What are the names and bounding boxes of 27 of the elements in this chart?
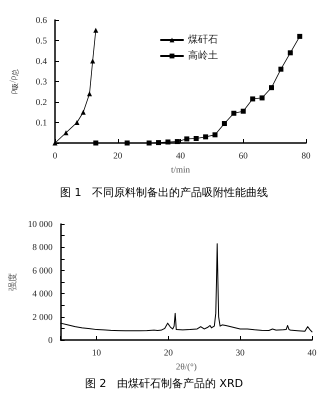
x-axis-title: t/min (170, 164, 190, 174)
y-tick-label: 2 000 (32, 312, 54, 322)
y-tick-label: 0.5 (36, 36, 48, 46)
y-tick-label: 0 (48, 335, 54, 345)
x-tick-label: 30 (236, 348, 246, 358)
y-tick-label: 0.1 (36, 118, 47, 128)
y-axis-title: 强度 (8, 273, 18, 291)
x-tick-label: 40 (176, 150, 186, 160)
legend-label: 高岭土 (188, 50, 218, 62)
y-tick-label: 0.3 (36, 76, 48, 86)
x-tick-label: 20 (113, 150, 123, 160)
y-tick-label: 8 000 (32, 242, 54, 252)
y-tick-label: 6 000 (32, 265, 54, 276)
x-tick-label: 10 (92, 348, 102, 358)
y-tick-label: 0.6 (36, 15, 48, 25)
text: 图 1 不同原料制备出的产品吸附性能曲线 (60, 186, 268, 199)
legend-label: 煤矸石 (188, 34, 218, 46)
y-tick-label: 0.4 (36, 56, 48, 66)
x-tick-label: 80 (302, 150, 311, 160)
y-tick-label: 0.2 (36, 97, 47, 107)
x-axis-title: 2θ/(°) (176, 362, 197, 372)
x-tick-label: 20 (164, 348, 174, 358)
x-tick-label: 40 (308, 348, 317, 358)
y-tick-label: 10 000 (28, 219, 54, 229)
x-tick-label: 60 (238, 150, 248, 160)
text: 图 2 由煤矸石制备产品的 XRD (84, 377, 244, 390)
y-tick-label: 4 000 (32, 288, 54, 299)
